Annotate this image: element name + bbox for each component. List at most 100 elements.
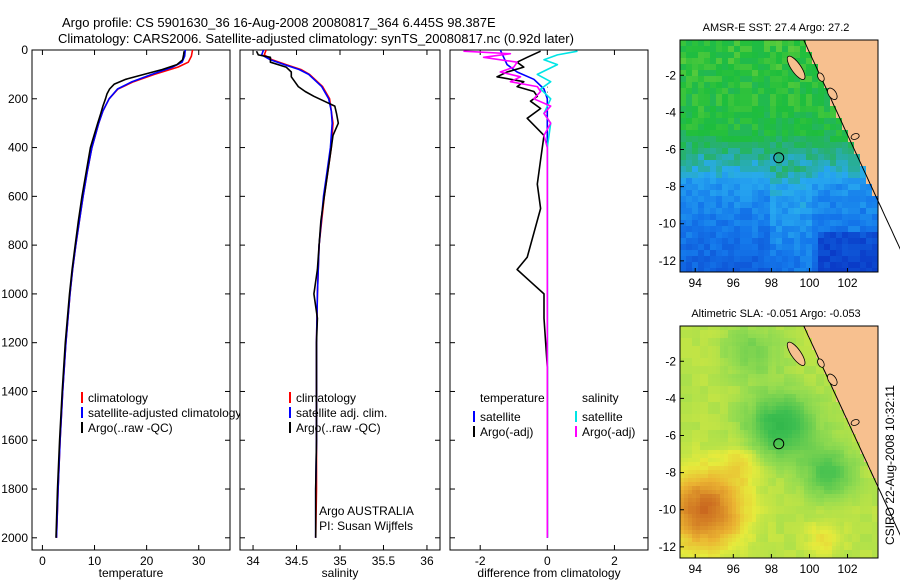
map-cell bbox=[696, 486, 701, 491]
map-cell bbox=[852, 374, 857, 379]
map-cell bbox=[828, 362, 833, 367]
map-cell bbox=[782, 76, 789, 83]
map-cell bbox=[852, 386, 857, 391]
map-cell bbox=[756, 410, 761, 415]
map-cell bbox=[796, 526, 801, 531]
map-cell bbox=[854, 94, 861, 101]
map-cell bbox=[752, 482, 757, 487]
map-cell bbox=[836, 466, 841, 471]
map-cell bbox=[752, 462, 757, 467]
map-cell bbox=[772, 546, 777, 551]
map-cell bbox=[780, 398, 785, 403]
map-cell bbox=[736, 438, 741, 443]
map-cell bbox=[756, 402, 761, 407]
map-cell bbox=[856, 346, 861, 351]
map-cell bbox=[680, 226, 687, 233]
map-cell bbox=[782, 208, 789, 215]
map-cell bbox=[758, 250, 765, 257]
map-cell bbox=[864, 470, 869, 475]
map-cell bbox=[788, 398, 793, 403]
map-cell bbox=[768, 494, 773, 499]
map-cell bbox=[812, 220, 819, 227]
map-cell bbox=[780, 450, 785, 455]
map-cell bbox=[696, 362, 701, 367]
map-cell bbox=[860, 100, 867, 107]
map-cell bbox=[756, 518, 761, 523]
map-cell bbox=[780, 550, 785, 555]
map-cell bbox=[840, 346, 845, 351]
map-cell bbox=[872, 526, 877, 531]
map-cell bbox=[782, 160, 789, 167]
map-cell bbox=[744, 338, 749, 343]
map-cell bbox=[848, 106, 855, 113]
map-cell bbox=[806, 76, 813, 83]
map-cell bbox=[708, 538, 713, 543]
map-cell bbox=[764, 366, 769, 371]
map-cell bbox=[816, 518, 821, 523]
map-cell bbox=[768, 402, 773, 407]
map-cell bbox=[768, 438, 773, 443]
map-cell bbox=[764, 112, 771, 119]
map-cell bbox=[728, 394, 733, 399]
map-cell bbox=[764, 160, 771, 167]
map-cell bbox=[800, 498, 805, 503]
map-cell bbox=[722, 178, 729, 185]
map-cell bbox=[752, 430, 757, 435]
map-cell bbox=[784, 482, 789, 487]
map-cell bbox=[696, 554, 701, 559]
map-cell bbox=[744, 482, 749, 487]
map-cell bbox=[692, 58, 699, 65]
map-cell bbox=[746, 202, 753, 209]
map-cell bbox=[688, 394, 693, 399]
map-cell bbox=[800, 486, 805, 491]
map-cell bbox=[832, 354, 837, 359]
map-cell bbox=[780, 554, 785, 559]
map-cell bbox=[728, 486, 733, 491]
map-cell bbox=[692, 526, 697, 531]
x-tick-label: 98 bbox=[765, 562, 779, 576]
x-tick-label: 2 bbox=[611, 554, 618, 568]
map-cell bbox=[866, 100, 873, 107]
map-cell bbox=[836, 124, 843, 131]
map-frame bbox=[679, 39, 879, 273]
map-cell bbox=[792, 402, 797, 407]
map-cell bbox=[764, 184, 771, 191]
map-cell bbox=[818, 58, 825, 65]
map-cell bbox=[864, 398, 869, 403]
map-cell bbox=[852, 478, 857, 483]
map-cell bbox=[780, 526, 785, 531]
map-cell bbox=[764, 430, 769, 435]
map-cell bbox=[758, 232, 765, 239]
map-cell bbox=[872, 394, 877, 399]
map-cell bbox=[872, 208, 879, 215]
map-cell bbox=[770, 214, 777, 221]
map-cell bbox=[794, 148, 801, 155]
map-cell bbox=[876, 530, 879, 535]
map-cell bbox=[840, 474, 845, 479]
map-cell bbox=[800, 124, 807, 131]
map-cell bbox=[824, 178, 831, 185]
map-cell bbox=[776, 178, 783, 185]
map-cell bbox=[818, 64, 825, 71]
map-cell bbox=[856, 390, 861, 395]
map-cell bbox=[728, 256, 735, 263]
map-cell bbox=[732, 466, 737, 471]
map-cell bbox=[788, 214, 795, 221]
map-cell bbox=[836, 226, 843, 233]
map-cell bbox=[720, 486, 725, 491]
map-cell bbox=[708, 406, 713, 411]
map-cell bbox=[788, 88, 795, 95]
map-cell bbox=[872, 390, 877, 395]
map-cell bbox=[872, 190, 879, 197]
map-cell bbox=[804, 542, 809, 547]
map-cell bbox=[848, 370, 853, 375]
map-cell bbox=[812, 362, 817, 367]
map-cell bbox=[756, 526, 761, 531]
map-cell bbox=[692, 514, 697, 519]
map-cell bbox=[876, 406, 879, 411]
map-cell bbox=[784, 530, 789, 535]
map-cell bbox=[824, 442, 829, 447]
map-cell bbox=[872, 238, 879, 245]
map-cell bbox=[824, 338, 829, 343]
map-cell bbox=[712, 410, 717, 415]
